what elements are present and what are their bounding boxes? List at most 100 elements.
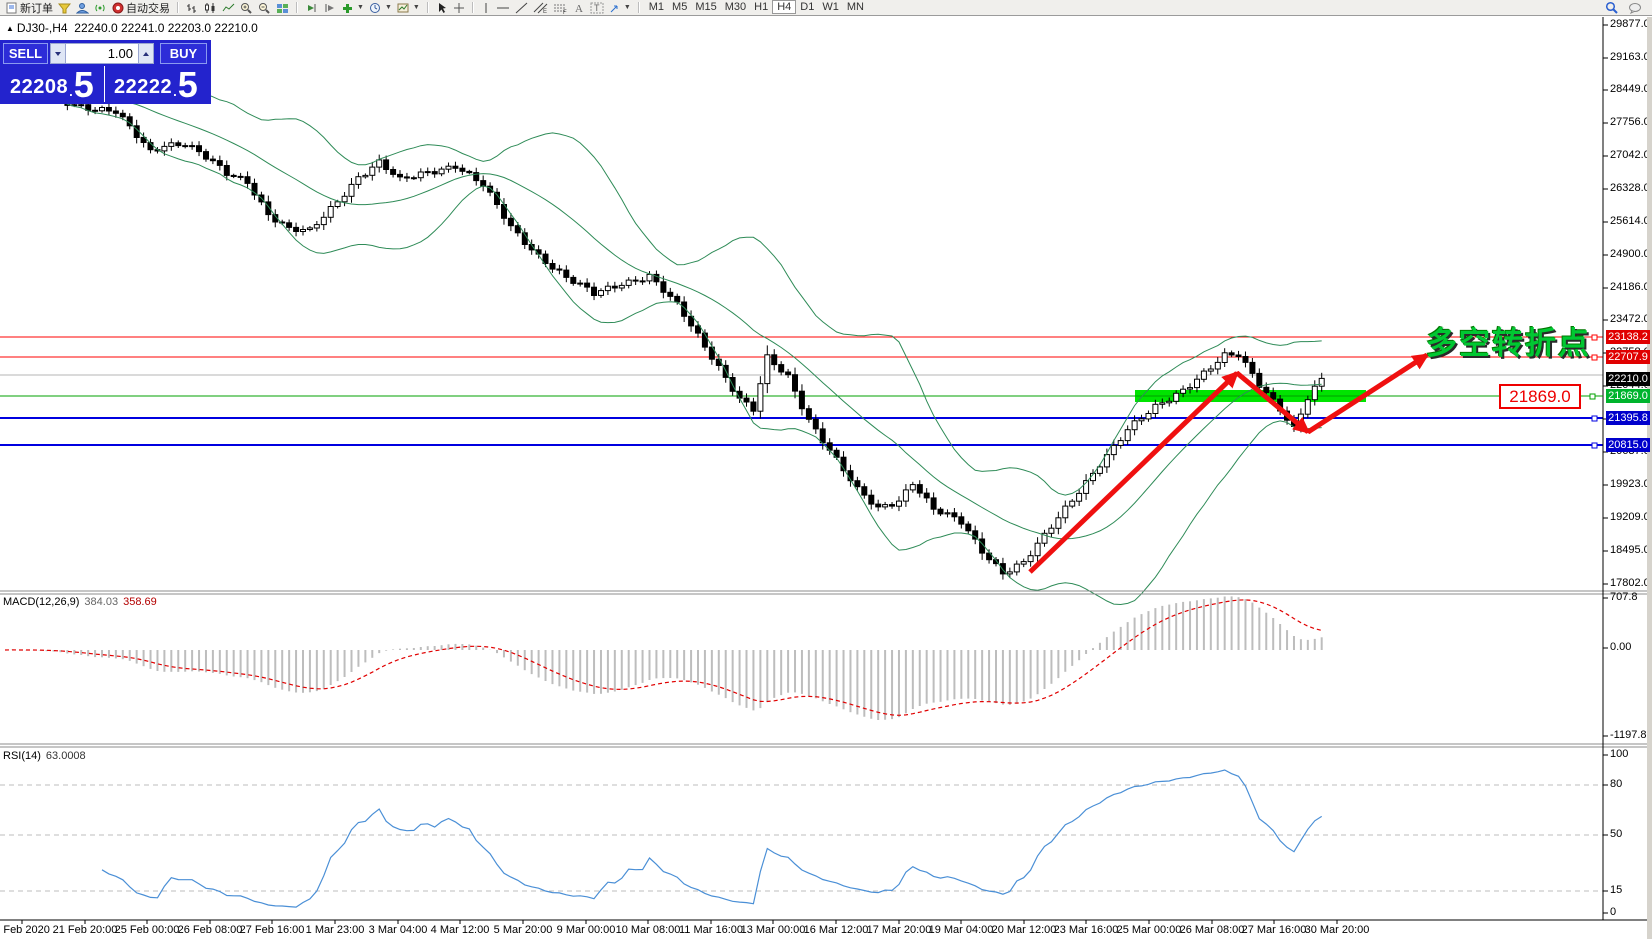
level-anchor-square [1591,354,1598,361]
toolbar-separator [177,2,179,13]
new-order-button[interactable]: 新订单 [4,1,55,15]
crosshair-icon[interactable] [451,1,467,15]
rsi-axis-value: 0 [1610,906,1617,918]
sell-button[interactable]: SELL [3,43,48,64]
one-click-trading-panel: SELL 1.00 BUY 22208. 5 22222. 5 [0,40,211,104]
timeframe-d1[interactable]: D1 [800,1,815,13]
time-tick: 9 Mar 00:00 [556,924,616,936]
volume-decrease-button[interactable] [50,43,66,64]
market-watch-icon[interactable] [56,1,73,15]
volume-input[interactable]: 1.00 [66,43,138,64]
arrows-tool-icon[interactable]: ▼ [607,1,633,15]
text-label-tool-icon[interactable]: T [588,1,606,15]
price-tick: 26328.0 [1610,182,1650,194]
time-tick: 3 Mar 04:00 [368,924,428,936]
time-tick: 23 Mar 16:00 [1053,924,1119,936]
templates-icon[interactable]: ▼ [395,1,422,15]
time-tick: 26 Feb 08:00 [177,924,243,936]
price-tick: 23472.0 [1610,313,1650,325]
auto-trading-button[interactable]: 自动交易 [110,1,172,15]
macd-axis-value: -1197.88 [1610,729,1652,741]
timeframe-w1[interactable]: W1 [822,1,839,13]
rsi-label: RSI(14) 63.0008 [3,750,86,762]
buy-button[interactable]: BUY [160,43,207,64]
toolbar-separator [471,2,474,13]
bollinger-upper [18,75,1322,496]
timeframe-m1[interactable]: M1 [648,1,665,13]
bollinger-lower [18,93,1322,606]
toolbar: 新订单 自动交易 ▼ ▼ ▼ E F A T ▼ M1 M5 M15 M30 H1 H4 D… [0,0,1652,16]
macd-axis-value: 0.00 [1610,641,1632,653]
horizontal-line-tool-icon[interactable] [494,1,512,15]
time-tick: 13 Mar 00:00 [740,924,806,936]
tile-windows-icon[interactable] [274,1,291,15]
timeframe-buttons: M1 M5 M15 M30 H1 H4 D1 W1 MN [645,0,868,14]
rsi-axis-value: 15 [1610,884,1623,896]
timeframe-mn[interactable]: MN [846,1,864,13]
auto-scroll-icon[interactable] [303,1,320,15]
price-tick: 27042.0 [1610,149,1650,161]
level-anchor-square [1591,334,1598,341]
vertical-line-tool-icon[interactable] [479,1,493,15]
accounts-icon[interactable] [74,1,91,15]
fibonacci-tool-icon[interactable]: F [551,1,570,15]
toolbar-separator [426,2,429,13]
time-tick: 16 Mar 12:00 [803,924,869,936]
time-tick: 11 Mar 16:00 [678,924,744,936]
zoom-in-icon[interactable] [238,1,255,15]
volume-increase-button[interactable] [138,43,154,64]
cursor-icon[interactable] [434,1,450,15]
dropdown-caret-icon: ▼ [623,4,631,11]
buy-price[interactable]: 22222. 5 [114,64,198,105]
trend-arrow [1306,352,1430,435]
macd-signal-line [4,599,1322,716]
price-tick: 29163.0 [1610,51,1650,63]
timeframe-m30[interactable]: M30 [724,1,747,13]
price-tick: 17802.0 [1610,577,1650,589]
time-tick: 27 Feb 16:00 [239,924,305,936]
sell-price[interactable]: 22208. 5 [10,64,94,105]
timeframe-h4[interactable]: H4 [772,0,797,14]
price-tick: 24186.0 [1610,281,1650,293]
chat-icon[interactable] [1626,1,1644,15]
time-tick: 5 Mar 20:00 [493,924,553,936]
candlestick-chart-icon[interactable] [202,1,219,15]
zoom-out-icon[interactable] [256,1,273,15]
dropdown-caret-icon: ▼ [357,4,364,11]
price-tick: 24900.0 [1610,248,1650,260]
search-icon[interactable] [1603,1,1620,15]
rsi-axis-value: 50 [1610,828,1623,840]
chart-shift-icon[interactable] [321,1,338,15]
indicators-add-icon[interactable]: ▼ [339,1,366,15]
timeframe-m5[interactable]: M5 [672,1,688,13]
rsi-axis-value: 80 [1610,778,1623,790]
dropdown-caret-icon: ▼ [412,4,420,11]
signals-icon[interactable] [92,1,109,15]
level-anchor-square [1591,442,1598,449]
time-tick: 25 Feb 00:00 [114,924,180,936]
turning-point-annotation: 多空转折点 [1426,326,1591,361]
channel-tool-icon[interactable]: E [531,1,550,15]
line-chart-icon[interactable] [220,1,237,15]
price-level-label: 21869.0 [1606,389,1650,403]
time-tick: 27 Mar 16:00 [1241,924,1307,936]
time-tick: 1 Mar 23:00 [305,924,365,936]
time-tick: 19 Mar 04:00 [928,924,994,936]
timeframe-m15[interactable]: M15 [695,1,717,13]
bollinger-middle [18,90,1322,540]
text-tool-icon[interactable]: A [571,1,587,15]
trendline-tool-icon[interactable] [513,1,530,15]
macd-axis-value: 707.8 [1610,591,1638,603]
svg-text:T: T [594,3,600,13]
time-tick: 17 Mar 20:00 [866,924,932,936]
price-level-label: 23138.2 [1606,330,1650,344]
trend-arrow [1028,370,1240,574]
svg-text:E: E [543,9,547,14]
svg-text:F: F [563,10,567,14]
bar-chart-icon[interactable] [184,1,201,15]
time-tick: 10 Mar 08:00 [615,924,681,936]
periods-clock-icon[interactable]: ▼ [367,1,394,15]
price-level-label: 21395.8 [1606,411,1650,425]
timeframe-h1[interactable]: H1 [754,1,769,13]
